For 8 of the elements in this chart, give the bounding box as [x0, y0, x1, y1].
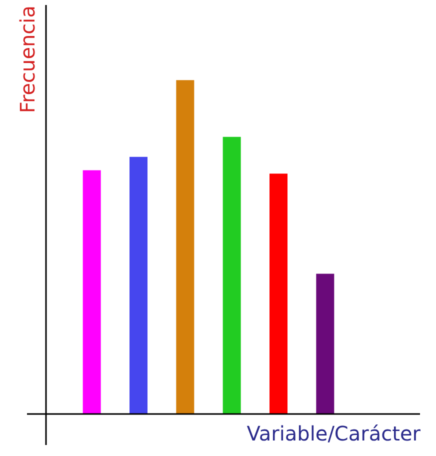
y-axis-title: Frecuencia	[16, 6, 40, 114]
x-axis-title: Variable/Carácter	[246, 422, 422, 446]
bar	[176, 80, 194, 414]
bar	[270, 174, 288, 414]
bar	[222, 136, 241, 414]
bar	[82, 170, 101, 414]
bar	[130, 156, 148, 414]
bar	[316, 274, 334, 414]
